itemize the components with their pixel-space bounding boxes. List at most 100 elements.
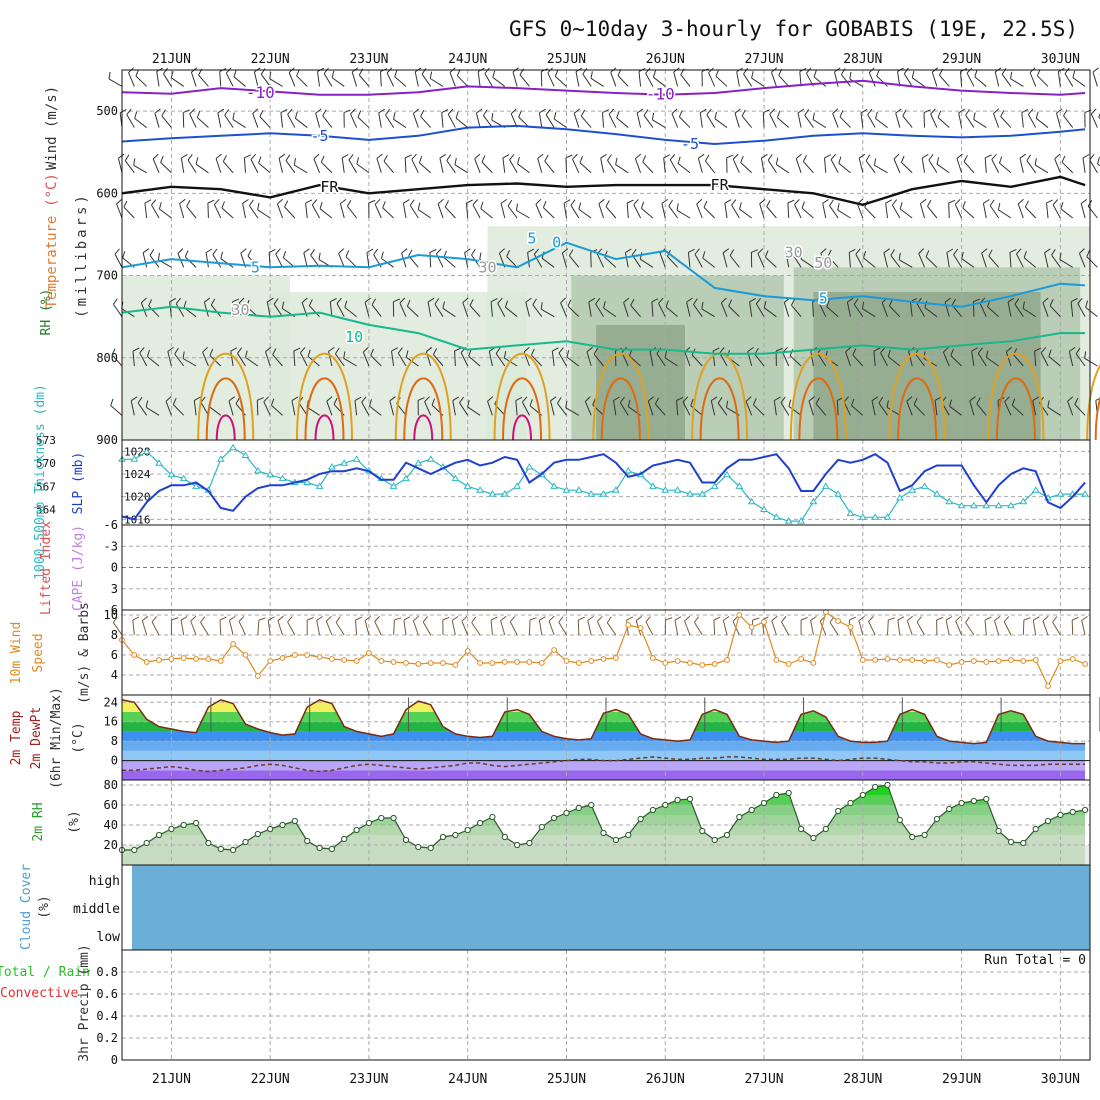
wind10m-barb xyxy=(684,620,691,636)
wind10m-barb-flag xyxy=(916,616,922,623)
upper-wind-barb xyxy=(402,203,407,219)
wind10m-speed-point xyxy=(415,661,422,667)
temp-warm-contour xyxy=(493,352,551,441)
upper-wind-barb xyxy=(443,257,456,268)
upper-wind-barb xyxy=(706,114,716,128)
wind10m-speed-point xyxy=(748,624,755,630)
rh-band xyxy=(122,835,1086,865)
upper-wind-barb xyxy=(679,116,691,128)
upper-wind-barb xyxy=(305,203,308,219)
upper-wind-barb xyxy=(233,76,246,87)
upper-wind-barb-flag xyxy=(1004,396,1010,403)
wind10m-barb xyxy=(132,620,135,636)
upper-wind-barb xyxy=(729,255,740,268)
upper-wind-barb-flag xyxy=(232,112,235,120)
upper-wind-barb-flag xyxy=(425,346,433,353)
upper-wind-barb xyxy=(600,158,605,173)
upper-wind-barb-flag xyxy=(747,346,754,352)
upper-wind-barb-flag xyxy=(184,250,189,258)
wind10m-barb xyxy=(229,620,234,636)
wind10m-barb-flag xyxy=(277,615,284,622)
temp-band xyxy=(122,741,1086,751)
upper-wind-barb xyxy=(918,253,926,268)
upper-wind-barb xyxy=(874,164,888,174)
upper-wind-barb xyxy=(827,255,839,268)
upper-wind-barb xyxy=(981,252,987,268)
upper-wind-barb-flag xyxy=(272,348,277,355)
upper-wind-barb-flag xyxy=(333,397,338,405)
top-date-label: 23JUN xyxy=(349,52,388,67)
upper-wind-barb-flag xyxy=(739,202,742,210)
upper-wind-barb xyxy=(391,351,395,367)
rh-band xyxy=(122,785,1086,795)
upper-wind-barb xyxy=(923,112,926,128)
upper-wind-barb xyxy=(256,400,259,416)
temp-warm-contour xyxy=(798,377,839,441)
wind10m-barb xyxy=(219,619,222,636)
upper-wind-barb xyxy=(605,206,617,219)
upper-wind-barb-flag xyxy=(755,297,761,305)
upper-wind-barb xyxy=(778,74,790,87)
upper-wind-barb-flag xyxy=(888,299,893,307)
rh2m-point xyxy=(193,819,200,827)
upper-wind-barb xyxy=(280,112,284,128)
upper-wind-barb xyxy=(313,158,321,173)
upper-wind-barb-flag xyxy=(885,199,893,204)
upper-wind-barb xyxy=(540,308,555,318)
wind10m-speed-point xyxy=(921,658,928,664)
wind10m-barb xyxy=(587,620,592,636)
upper-wind-barb xyxy=(152,158,160,173)
wind10m-barb xyxy=(1022,619,1025,636)
upper-wind-barb-flag xyxy=(293,158,296,166)
upper-wind-barb xyxy=(629,355,641,367)
upper-wind-barb-flag xyxy=(133,158,136,166)
upper-wind-barb-flag xyxy=(148,299,153,307)
instability-titles: Lifted Index CAPE (J/kg) xyxy=(39,521,86,615)
upper-wind-barb xyxy=(651,301,654,317)
isotherm-10 xyxy=(121,305,1086,355)
thickness-point xyxy=(834,490,842,497)
top-date-label: 22JUN xyxy=(251,52,290,67)
bottom-date-label: 22JUN xyxy=(251,1072,290,1087)
upper-wind-barb-flag xyxy=(669,153,676,161)
upper-wind-barb-flag xyxy=(813,70,817,78)
li-tick-label: -3 xyxy=(104,539,118,553)
upper-wind-barb-flag xyxy=(294,111,298,119)
thickness-point xyxy=(871,513,880,520)
rh2m-point xyxy=(341,835,348,843)
rh2m-point xyxy=(884,781,891,789)
upper-wind-barb-flag xyxy=(1075,347,1081,355)
upper-wind-barb xyxy=(937,117,950,128)
upper-wind-barb xyxy=(885,203,889,219)
upper-wind-barb-flag xyxy=(455,111,459,119)
upper-wind-barb-flag xyxy=(1017,198,1024,205)
upper-wind-barb-flag xyxy=(376,153,383,159)
rh2m-point xyxy=(662,801,669,809)
wind10m-barb xyxy=(781,621,790,636)
thickness-point xyxy=(488,490,497,497)
upper-wind-barb-flag xyxy=(179,198,186,204)
wind10m-barb-flag xyxy=(723,615,730,621)
upper-wind-barb-flag xyxy=(492,70,496,78)
upper-wind-barb xyxy=(624,252,629,268)
rh2m-point xyxy=(402,836,410,844)
rh2m-point xyxy=(872,783,879,791)
upper-wind-barb-flag xyxy=(956,153,963,159)
wind10m-barb xyxy=(713,619,716,636)
upper-wind-barb-flag xyxy=(252,108,259,114)
temp-band xyxy=(122,712,1086,722)
upper-wind-barb xyxy=(848,252,851,268)
upper-wind-barb-flag xyxy=(918,248,925,254)
upper-wind-barb-flag xyxy=(840,68,846,75)
upper-wind-barb xyxy=(323,73,333,87)
upper-wind-barb-flag xyxy=(902,109,907,117)
upper-wind-barb-flag xyxy=(257,397,264,401)
top-date-label: 21JUN xyxy=(152,52,191,67)
contour-label: -5 xyxy=(311,127,329,145)
upper-wind-barb-flag xyxy=(126,108,132,115)
upper-wind-barb-flag xyxy=(741,109,746,117)
upper-wind-barb xyxy=(665,306,678,318)
upper-wind-barb-flag xyxy=(497,297,503,304)
wind10m-barb-flag xyxy=(229,615,236,621)
